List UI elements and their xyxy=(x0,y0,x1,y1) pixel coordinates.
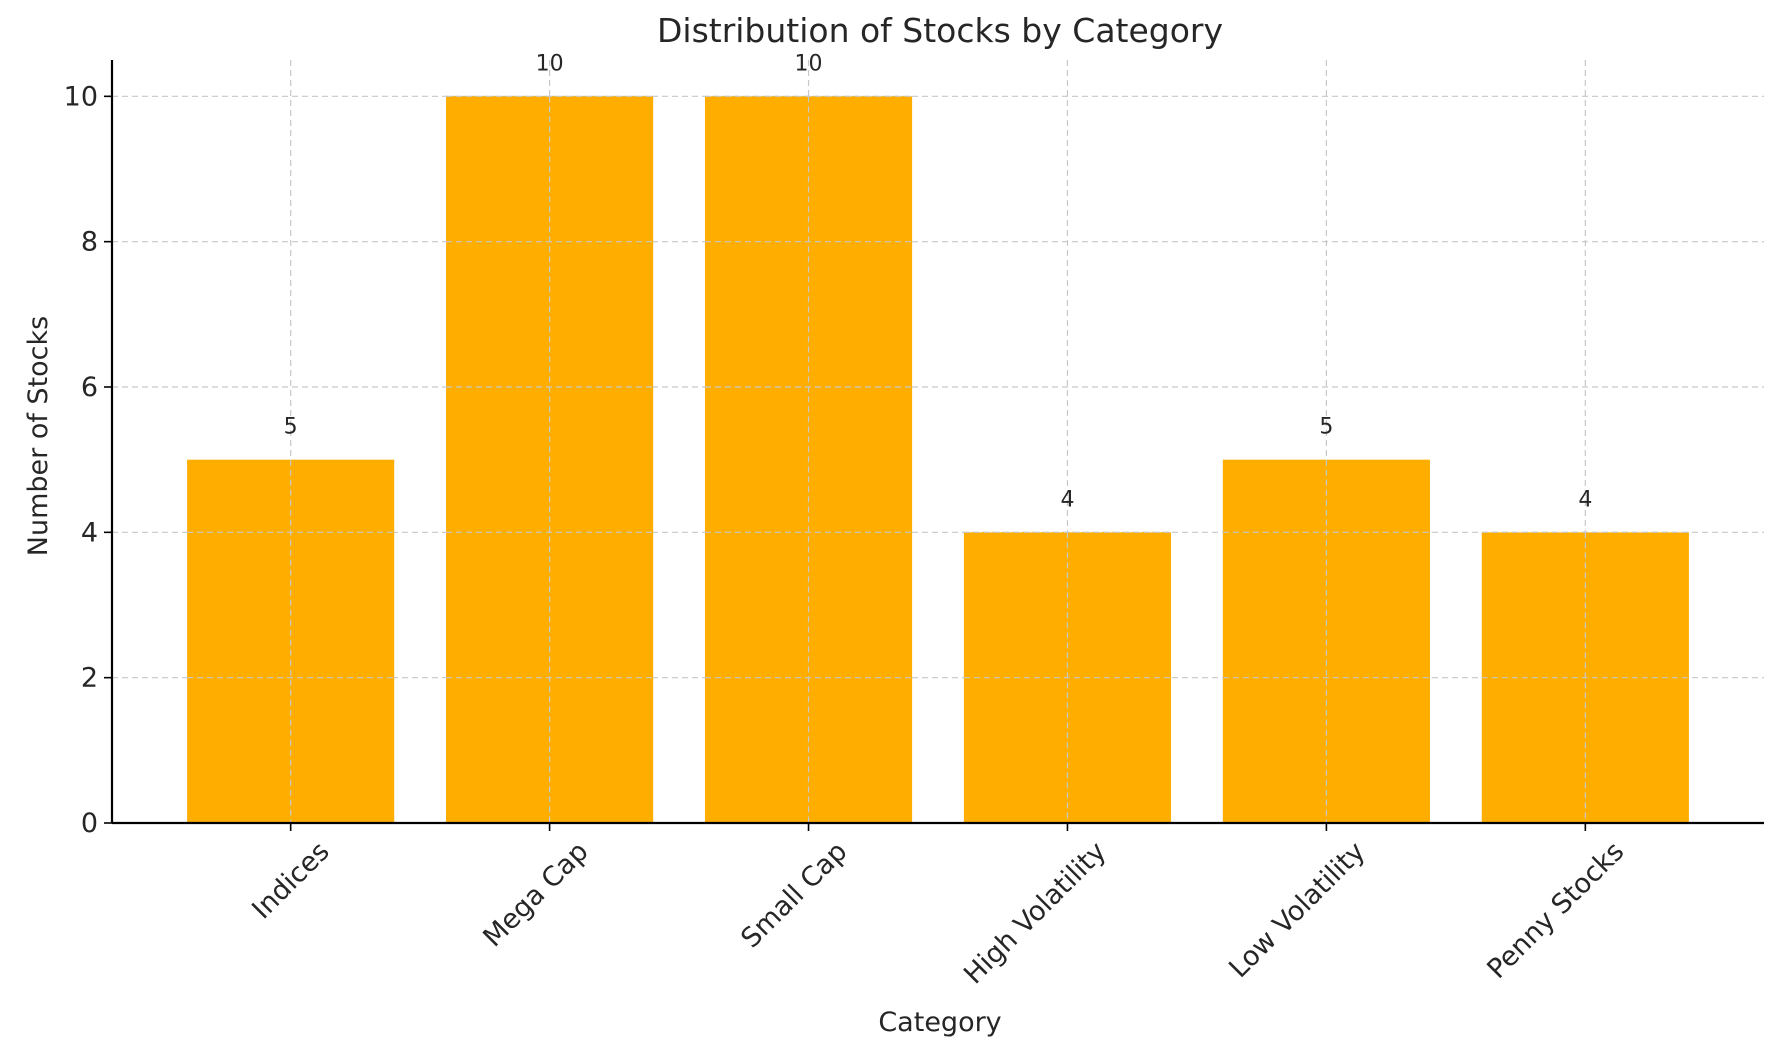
bar-value-label: 10 xyxy=(795,51,823,76)
bar-value-label: 10 xyxy=(536,51,564,76)
x-tick-label: Small Cap xyxy=(735,836,853,954)
x-tick-label: Low Volatility xyxy=(1223,836,1371,984)
x-tick-label: Mega Cap xyxy=(477,836,594,953)
bar-value-label: 4 xyxy=(1578,487,1592,512)
y-tick-label: 4 xyxy=(81,517,98,548)
axes-layer xyxy=(104,60,1764,831)
x-axis-title: Category xyxy=(878,1007,1001,1038)
bars-layer xyxy=(187,95,1689,824)
bar-value-label: 5 xyxy=(284,415,298,440)
x-tick-label: High Volatility xyxy=(958,836,1112,990)
x-tick-label: Penny Stocks xyxy=(1481,836,1630,985)
y-tick-label: 10 xyxy=(64,81,98,112)
x-tick-label: Indices xyxy=(246,836,335,925)
y-tick-label: 8 xyxy=(81,227,98,258)
chart-title: Distribution of Stocks by Category xyxy=(657,11,1223,50)
y-tick-label: 0 xyxy=(81,808,98,839)
y-axis-title: Number of Stocks xyxy=(23,316,54,556)
y-tick-label: 6 xyxy=(81,372,98,403)
bar-value-label: 5 xyxy=(1319,415,1333,440)
y-tick-label: 2 xyxy=(81,663,98,694)
bar-value-label: 4 xyxy=(1060,487,1074,512)
